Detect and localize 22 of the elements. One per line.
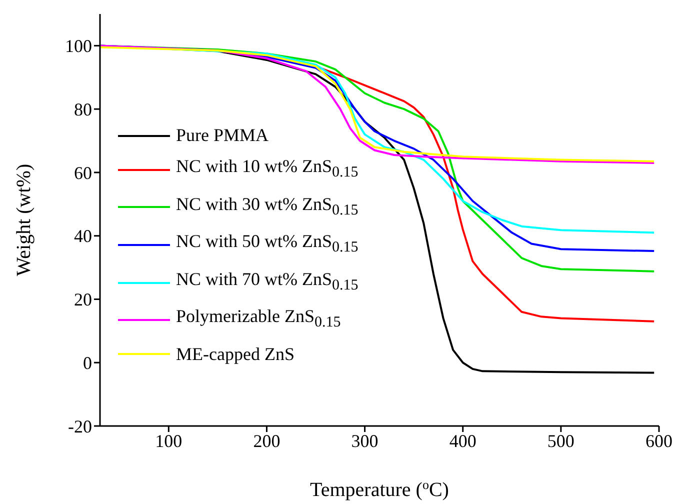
y-tick-label: 40: [74, 226, 92, 246]
x-axis-title: Temperature ($^{o}$C): [310, 476, 449, 501]
y-tick-label: 0: [83, 353, 92, 374]
y-tick-label: 80: [74, 99, 92, 120]
y-tick-label: 100: [65, 36, 92, 56]
x-tick-label: 100: [155, 430, 182, 451]
legend-label: ME-capped ZnS: [176, 342, 294, 366]
legend-label: NC with 50 wt% ZnS$_{0.15}$: [176, 230, 358, 258]
y-axis-title: Weight (wt%): [13, 164, 35, 276]
y-tick-label: 60: [74, 162, 92, 183]
legend-label: NC with 10 wt% ZnS$_{0.15}$: [176, 155, 358, 183]
x-tick-label: 400: [449, 430, 476, 451]
x-tick-label: 500: [547, 430, 574, 451]
legend-label: NC with 70 wt% ZnS$_{0.15}$: [176, 268, 358, 296]
legend-label: Polymerizable ZnS$_{0.15}$: [176, 305, 341, 333]
x-tick-label: 300: [351, 430, 378, 451]
y-tick-label: -20: [68, 416, 92, 436]
x-tick-label: 200: [253, 430, 280, 451]
y-tick-label: 20: [74, 290, 92, 310]
legend-label: NC with 30 wt% ZnS$_{0.15}$: [176, 192, 358, 220]
x-tick-label: 600: [646, 430, 672, 451]
legend-label: Pure PMMA: [176, 124, 269, 147]
